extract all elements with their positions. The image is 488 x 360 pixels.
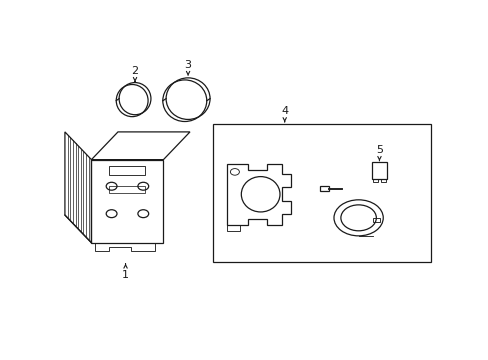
Bar	[372, 179, 378, 182]
Bar	[373, 219, 380, 222]
Text: 4: 4	[281, 106, 288, 122]
Text: 5: 5	[375, 145, 382, 161]
Bar	[212, 123, 430, 262]
Bar	[320, 186, 328, 191]
Bar	[108, 166, 144, 175]
Bar	[226, 225, 239, 231]
Text: 3: 3	[184, 60, 191, 76]
Bar	[108, 186, 144, 193]
Text: 2: 2	[131, 66, 138, 81]
Bar	[371, 162, 386, 179]
Text: 1: 1	[122, 264, 129, 280]
Bar	[380, 179, 386, 182]
